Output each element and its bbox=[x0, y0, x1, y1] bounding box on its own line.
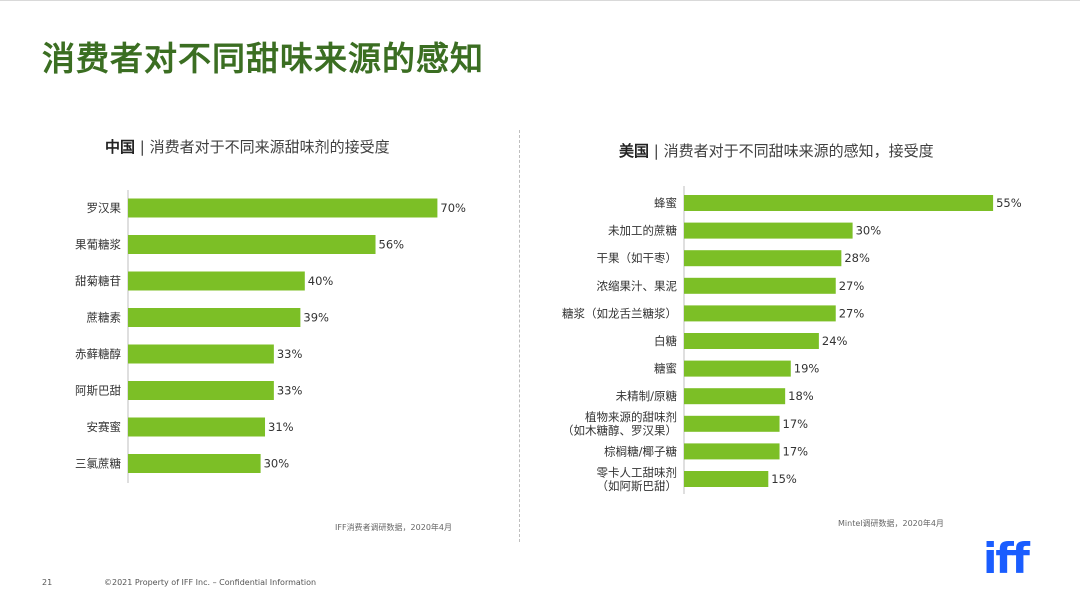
bar-usa-1 bbox=[684, 222, 853, 239]
category-label-usa-3: 浓缩果汁、果泥 bbox=[597, 279, 678, 293]
chart-title-usa-text: 消费者对于不同甜味来源的感知，接受度 bbox=[663, 142, 934, 160]
category-label-usa-10-line0: 零卡人工甜味剂 bbox=[597, 465, 678, 479]
bar-usa-2 bbox=[684, 250, 842, 267]
value-label-usa-1: 30% bbox=[856, 224, 882, 238]
page-title: 消费者对不同甜味来源的感知 bbox=[42, 39, 484, 78]
bar-china-7 bbox=[128, 454, 261, 473]
value-label-usa-6: 19% bbox=[794, 362, 820, 376]
value-label-usa-0: 55% bbox=[996, 196, 1022, 210]
bar-china-5 bbox=[128, 381, 274, 400]
value-label-china-4: 33% bbox=[277, 347, 303, 361]
category-label-usa-1: 未加工的蔗糖 bbox=[608, 224, 677, 238]
category-label-usa-5: 白糖 bbox=[654, 334, 677, 348]
bar-china-6 bbox=[128, 417, 266, 437]
bar-usa-3 bbox=[684, 277, 836, 294]
chart-title-usa: 美国 | 消费者对于不同甜味来源的感知，接受度 bbox=[619, 142, 934, 160]
category-label-china-1: 果葡糖浆 bbox=[75, 238, 121, 252]
copyright-text: ©2021 Property of IFF Inc. – Confidentia… bbox=[104, 578, 317, 587]
chart-divider bbox=[519, 130, 520, 542]
category-label-usa-6: 糖蜜 bbox=[654, 362, 677, 376]
bar-usa-9 bbox=[684, 443, 780, 460]
page-number: 21 bbox=[42, 578, 53, 587]
category-label-china-0: 罗汉果 bbox=[87, 201, 122, 215]
value-label-china-5: 33% bbox=[277, 384, 303, 398]
top-rule bbox=[0, 0, 1080, 1]
source-note-usa: Mintel调研数据，2020年4月 bbox=[838, 519, 944, 528]
value-label-usa-2: 28% bbox=[844, 251, 870, 265]
bar-china-0 bbox=[128, 198, 438, 218]
value-label-china-2: 40% bbox=[308, 274, 334, 288]
category-label-china-6: 安赛蜜 bbox=[87, 420, 122, 434]
bar-china-1 bbox=[128, 235, 376, 254]
category-label-china-7: 三氯蔗糖 bbox=[75, 457, 121, 471]
value-label-usa-7: 18% bbox=[788, 389, 814, 403]
category-label-usa-10-line1: （如阿斯巴甜） bbox=[597, 479, 678, 493]
bar-usa-8 bbox=[684, 415, 780, 432]
chart-title-china: 中国 | 消费者对于不同来源甜味剂的接受度 bbox=[105, 138, 390, 156]
category-label-china-3: 蔗糖素 bbox=[87, 311, 122, 325]
bar-usa-5 bbox=[684, 333, 819, 349]
bar-usa-4 bbox=[684, 305, 836, 322]
bar-usa-0 bbox=[684, 195, 994, 211]
value-label-china-1: 56% bbox=[379, 238, 405, 252]
category-label-usa-8-line0: 植物来源的甜味剂 bbox=[585, 410, 677, 424]
category-label-usa-7: 未精制/原糖 bbox=[616, 389, 678, 403]
value-label-china-6: 31% bbox=[268, 420, 294, 434]
iff-logo: iff bbox=[983, 534, 1030, 583]
bar-china-4 bbox=[128, 344, 274, 364]
category-label-usa-2: 干果（如干枣） bbox=[597, 251, 678, 265]
value-label-usa-3: 27% bbox=[839, 279, 865, 293]
value-label-china-3: 39% bbox=[303, 311, 329, 325]
bar-china-3 bbox=[128, 308, 301, 327]
value-label-usa-4: 27% bbox=[839, 306, 865, 320]
bar-usa-6 bbox=[684, 360, 791, 377]
bar-usa-7 bbox=[684, 388, 786, 405]
category-label-china-5: 阿斯巴甜 bbox=[75, 384, 121, 398]
value-label-usa-9: 17% bbox=[783, 444, 809, 458]
bar-china-2 bbox=[128, 271, 305, 291]
value-label-usa-8: 17% bbox=[783, 417, 809, 431]
category-label-china-4: 赤藓糖醇 bbox=[75, 347, 121, 361]
category-label-china-2: 甜菊糖苷 bbox=[75, 274, 121, 288]
category-label-usa-4: 糖浆（如龙舌兰糖浆） bbox=[562, 306, 677, 320]
source-note-china: IFF消费者调研数据，2020年4月 bbox=[335, 523, 453, 532]
value-label-usa-5: 24% bbox=[822, 334, 848, 348]
chart-title-china-text: 消费者对于不同来源甜味剂的接受度 bbox=[149, 138, 390, 156]
category-label-usa-8-line1: （如木糖醇、罗汉果） bbox=[562, 424, 677, 438]
chart-title-china-prefix: 中国 bbox=[105, 138, 136, 156]
value-label-usa-10: 15% bbox=[771, 472, 797, 486]
category-label-usa-0: 蜂蜜 bbox=[654, 196, 677, 210]
category-label-usa-9: 棕榈糖/椰子糖 bbox=[604, 444, 677, 458]
value-label-china-0: 70% bbox=[440, 201, 466, 215]
value-label-china-7: 30% bbox=[264, 457, 290, 471]
bar-usa-10 bbox=[684, 471, 769, 487]
chart-title-usa-prefix: 美国 bbox=[619, 142, 650, 160]
